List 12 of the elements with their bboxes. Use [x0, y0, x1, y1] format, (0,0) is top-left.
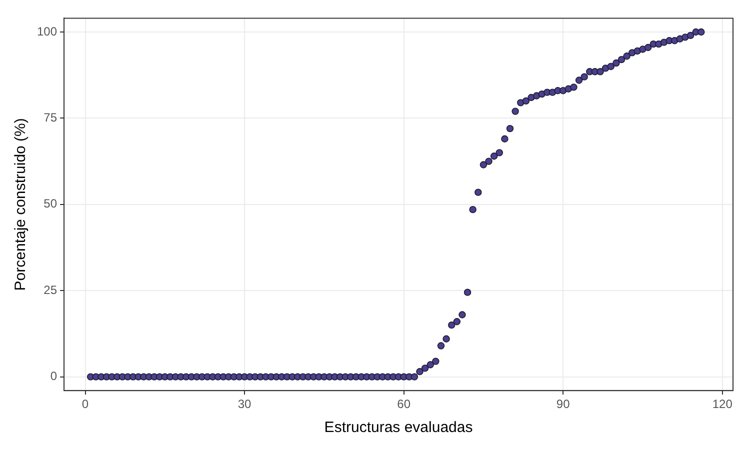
y-tick-label: 0: [50, 369, 58, 384]
x-tick-label: 90: [556, 397, 570, 412]
y-tick-label: 50: [44, 196, 58, 211]
y-tick-label: 100: [36, 24, 58, 38]
y-axis-title: Porcentaje construido (%): [12, 118, 30, 291]
x-tick-label: 120: [712, 397, 733, 412]
x-axis-title: Estructuras evaluadas: [324, 419, 473, 436]
x-tick-label: 0: [82, 397, 89, 412]
y-tick-label: 75: [44, 110, 58, 125]
x-tick-label: 60: [397, 397, 411, 412]
y-tick-label: 25: [44, 282, 58, 297]
x-tick-label: 30: [238, 397, 252, 412]
